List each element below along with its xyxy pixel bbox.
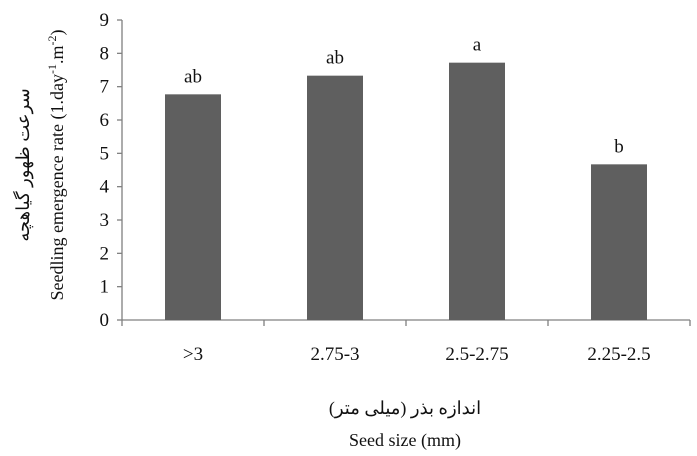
x-axis: >3 2.75-3 2.5-2.75 2.25-2.5 — [121, 319, 691, 365]
y-tick-label: 3 — [100, 210, 110, 231]
y-axis-title-text: Seedling emergence rate (1.day — [47, 74, 68, 301]
x-tick-label: 2.25-2.5 — [587, 344, 650, 365]
y-tick-label: 8 — [100, 43, 110, 64]
x-tick-label: 2.5-2.75 — [445, 344, 508, 365]
y-axis-title-mid: .m — [47, 45, 67, 64]
bar-data-label: a — [473, 35, 482, 56]
y-axis: 0 1 2 3 4 5 6 7 8 9 — [100, 10, 123, 331]
y-axis-title-persian: سرعت ظهور گیاهچه — [12, 88, 34, 241]
y-tick-label: 5 — [100, 143, 110, 164]
y-tick-label: 2 — [100, 243, 110, 264]
bar-data-label: b — [614, 136, 624, 157]
y-tick-label: 1 — [100, 277, 110, 298]
bar — [591, 164, 647, 320]
y-tick-label: 6 — [100, 110, 110, 131]
x-tick-label: 2.75-3 — [310, 344, 359, 365]
y-axis-title-sup-1: -1 — [45, 64, 59, 74]
y-axis-title: Seedling emergence rate (1.day-1.m-2) — [45, 29, 68, 300]
bar-data-label: ab — [184, 66, 202, 87]
bar — [307, 75, 363, 321]
bar — [165, 94, 221, 320]
x-axis-title: Seed size (mm) — [349, 430, 461, 451]
y-tick-label: 9 — [100, 10, 110, 31]
bar — [449, 62, 505, 321]
y-axis-title-sup-2: -2 — [45, 35, 59, 45]
x-axis-title-persian: اندازه بذر (میلی متر) — [329, 398, 481, 419]
y-tick-label: 4 — [100, 177, 110, 198]
bar-data-label: ab — [326, 48, 344, 69]
y-axis-title-end: ) — [47, 29, 68, 35]
y-tick-label: 7 — [100, 77, 110, 98]
y-tick-label: 0 — [100, 310, 110, 331]
x-tick-label: >3 — [183, 344, 203, 365]
